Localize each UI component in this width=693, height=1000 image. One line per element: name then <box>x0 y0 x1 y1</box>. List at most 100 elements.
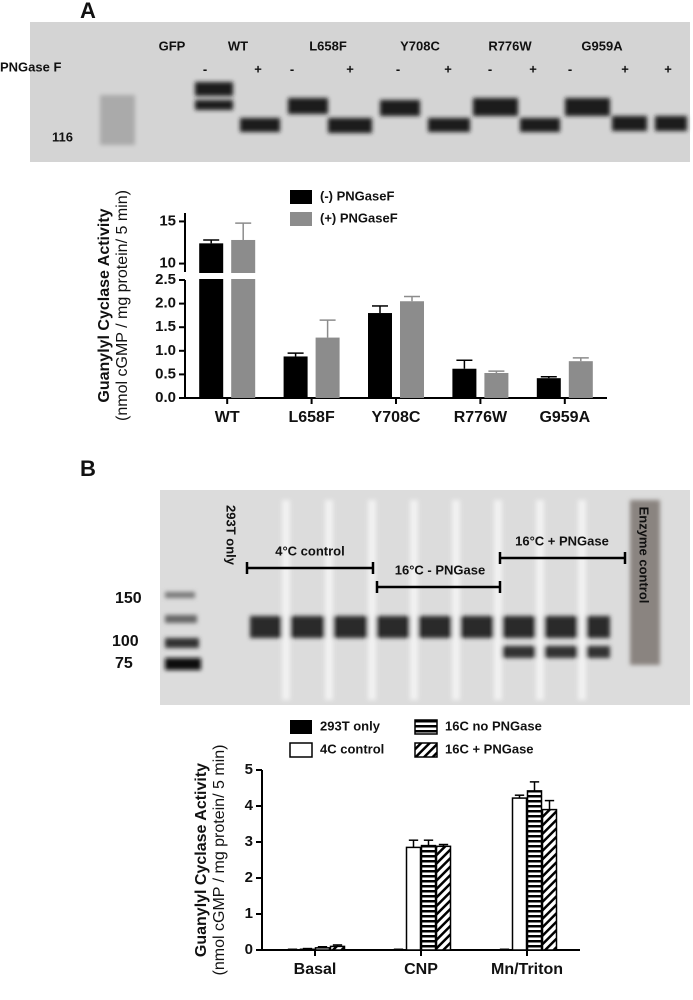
legend-swatch <box>290 190 312 204</box>
y-tick-label: 10 <box>159 255 176 272</box>
error-bar <box>540 376 557 379</box>
x-tick-label: WT <box>215 409 240 426</box>
y-tick-label: 1.0 <box>155 342 176 359</box>
x-tick-label: G959A <box>539 409 590 426</box>
legend-label: 4C control <box>320 741 384 756</box>
brackets <box>245 552 627 593</box>
y-tick-label: 5 <box>245 761 253 778</box>
bar <box>368 313 392 398</box>
blot-marker: 100 <box>112 633 139 650</box>
blot <box>160 490 690 705</box>
legend-label: 293T only <box>320 718 381 733</box>
bracket-label: 16°C + PNGase <box>515 533 609 548</box>
bar <box>568 361 593 398</box>
pngase-sign: - <box>396 61 400 76</box>
x-tick-label: Basal <box>294 961 337 978</box>
error-bar <box>203 239 220 244</box>
bar <box>541 808 558 951</box>
legend-label: (+) PNGaseF <box>320 210 398 225</box>
error-bar <box>408 839 419 848</box>
blot-bands <box>100 82 687 145</box>
bar <box>283 356 308 398</box>
bar <box>511 797 528 951</box>
bar <box>199 243 224 398</box>
error-bar <box>572 357 589 362</box>
bar <box>435 845 452 951</box>
error-bar <box>423 839 434 846</box>
bar <box>314 947 331 951</box>
legend-label: 16C no PNGase <box>445 718 542 733</box>
y-tick-label: 0 <box>245 941 253 958</box>
bar <box>231 239 256 398</box>
x-tick-label: Mn/Triton <box>491 961 563 978</box>
error-bar <box>404 295 420 302</box>
bracket-label: 4°C control <box>275 543 344 558</box>
x-tick-label: Y708C <box>372 409 421 426</box>
bracket-label: 16°C - PNGase <box>395 562 485 577</box>
panel-label: A <box>80 0 96 23</box>
x-tick-label: R776W <box>454 409 508 426</box>
error-bar <box>319 319 336 338</box>
lane-label: L658F <box>309 38 347 53</box>
bar <box>420 844 437 951</box>
y-axis-title: Guanylyl Cyclase Activity <box>193 763 210 957</box>
pngase-sign: + <box>529 61 537 76</box>
y-tick-label: 1.5 <box>155 318 176 335</box>
blot-marker: 116 <box>52 129 73 144</box>
bar <box>536 378 561 398</box>
bar <box>329 945 346 951</box>
y-tick-label: 2 <box>245 869 253 886</box>
lane-label: 293T only <box>224 505 239 566</box>
lane-label: GFP <box>159 38 186 53</box>
legend-swatch <box>414 742 438 758</box>
error-bar <box>302 947 313 950</box>
bar <box>526 790 543 951</box>
y-tick-label: 2.5 <box>155 271 176 288</box>
pngase-sign: + <box>664 61 672 76</box>
blot-label: PNGase F <box>0 59 61 74</box>
error-bar <box>529 781 540 791</box>
bar <box>299 948 316 951</box>
bar <box>405 846 422 951</box>
error-bar <box>456 359 473 369</box>
pngase-sign: + <box>444 61 452 76</box>
y-tick-label: 1 <box>245 905 253 922</box>
pngase-sign: + <box>346 61 354 76</box>
error-bar <box>514 794 525 799</box>
bar <box>315 337 340 398</box>
y-tick-label: 15 <box>159 212 176 229</box>
legend-swatch <box>290 212 312 226</box>
y-axis-subtitle: (nmol cGMP / mg protein/ 5 min) <box>211 745 228 976</box>
error-bar <box>332 944 343 947</box>
pngase-sign: + <box>254 61 262 76</box>
y-axis-title: Guanylyl Cyclase Activity <box>96 208 113 402</box>
blot-marker: 150 <box>115 590 142 607</box>
error-bar <box>544 799 555 810</box>
lane-label: WT <box>228 38 248 53</box>
lane-label: Enzyme control <box>637 507 652 604</box>
lane-label: G959A <box>581 38 623 53</box>
pngase-sign: - <box>203 61 207 76</box>
legend-label: 16C + PNGase <box>445 741 534 756</box>
y-tick-label: 4 <box>245 797 254 814</box>
pngase-sign: + <box>621 61 629 76</box>
pngase-sign: - <box>568 61 572 76</box>
blot-marker: 75 <box>115 655 133 672</box>
error-bar <box>235 222 252 240</box>
panel-label: B <box>80 456 96 481</box>
pngase-sign: - <box>488 61 492 76</box>
axis-break <box>177 273 609 279</box>
error-bar <box>317 946 328 948</box>
bar <box>484 372 509 398</box>
y-tick-label: 3 <box>245 833 253 850</box>
y-tick-label: 0.0 <box>155 389 176 406</box>
blot <box>30 22 690 162</box>
blot-bands <box>165 500 660 700</box>
y-axis-subtitle: (nmol cGMP / mg protein/ 5 min) <box>114 190 131 421</box>
legend-swatch <box>290 720 312 734</box>
legend-swatch <box>414 719 438 735</box>
pngase-sign: - <box>290 61 294 76</box>
sign-group: - + - + - + - + - + + <box>203 61 672 76</box>
